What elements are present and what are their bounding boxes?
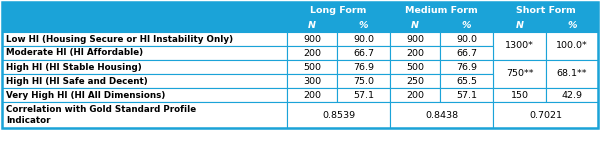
Bar <box>337 74 390 88</box>
Text: Correlation with Gold Standard Profile: Correlation with Gold Standard Profile <box>6 105 196 114</box>
Bar <box>493 60 546 88</box>
Text: 0.8438: 0.8438 <box>425 110 458 120</box>
Bar <box>287 102 390 128</box>
Bar <box>287 32 337 46</box>
Bar <box>2 2 598 128</box>
Text: 57.1: 57.1 <box>456 90 477 100</box>
Bar <box>440 19 493 32</box>
Bar <box>2 102 287 128</box>
Bar <box>337 32 390 46</box>
Text: 900: 900 <box>303 35 321 43</box>
Text: Low HI (Housing Secure or HI Instability Only): Low HI (Housing Secure or HI Instability… <box>6 35 233 43</box>
Bar <box>287 74 337 88</box>
Bar <box>2 60 287 74</box>
Bar <box>287 88 337 102</box>
Bar <box>2 46 287 60</box>
Text: 250: 250 <box>406 76 424 86</box>
Text: 65.5: 65.5 <box>456 76 477 86</box>
Bar <box>546 88 598 102</box>
Bar <box>337 46 390 60</box>
Text: 76.9: 76.9 <box>353 62 374 72</box>
Text: 0.7021: 0.7021 <box>529 110 562 120</box>
Text: 200: 200 <box>303 90 321 100</box>
Bar <box>337 88 390 102</box>
Bar <box>493 2 598 19</box>
Bar <box>287 46 337 60</box>
Text: %: % <box>567 21 577 30</box>
Bar <box>2 88 287 102</box>
Text: 200: 200 <box>406 90 424 100</box>
Bar <box>493 102 598 128</box>
Bar <box>440 32 493 46</box>
Text: 300: 300 <box>303 76 321 86</box>
Bar <box>2 2 287 32</box>
Text: 1300*: 1300* <box>505 41 534 51</box>
Text: 750**: 750** <box>506 70 533 78</box>
Text: 500: 500 <box>406 62 424 72</box>
Text: 76.9: 76.9 <box>456 62 477 72</box>
Text: Very High HI (HI All Dimensions): Very High HI (HI All Dimensions) <box>6 90 166 100</box>
Text: 100.0*: 100.0* <box>556 41 588 51</box>
Bar <box>440 74 493 88</box>
Bar <box>493 19 546 32</box>
Bar <box>390 46 440 60</box>
Text: 90.0: 90.0 <box>456 35 477 43</box>
Text: %: % <box>462 21 471 30</box>
Text: Indicator: Indicator <box>6 116 50 125</box>
Text: N: N <box>308 21 316 30</box>
Text: %: % <box>359 21 368 30</box>
Bar <box>390 60 440 74</box>
Bar <box>2 74 287 88</box>
Bar <box>440 46 493 60</box>
Bar <box>546 19 598 32</box>
Text: 500: 500 <box>303 62 321 72</box>
Text: 75.0: 75.0 <box>353 76 374 86</box>
Text: 66.7: 66.7 <box>353 49 374 57</box>
Text: N: N <box>411 21 419 30</box>
Bar <box>493 88 546 102</box>
Text: High HI (HI Safe and Decent): High HI (HI Safe and Decent) <box>6 76 148 86</box>
Bar <box>390 19 440 32</box>
Text: Medium Form: Medium Form <box>405 6 478 15</box>
Text: 900: 900 <box>406 35 424 43</box>
Bar <box>390 2 493 19</box>
Text: High HI (HI Stable Housing): High HI (HI Stable Housing) <box>6 62 142 72</box>
Bar <box>546 32 598 60</box>
Bar <box>440 60 493 74</box>
Bar <box>2 32 287 46</box>
Text: 200: 200 <box>406 49 424 57</box>
Text: 200: 200 <box>303 49 321 57</box>
Bar <box>287 19 337 32</box>
Text: 42.9: 42.9 <box>562 90 583 100</box>
Bar <box>287 60 337 74</box>
Text: 90.0: 90.0 <box>353 35 374 43</box>
Text: 66.7: 66.7 <box>456 49 477 57</box>
Bar <box>493 32 546 60</box>
Text: N: N <box>515 21 523 30</box>
Bar <box>337 60 390 74</box>
Bar <box>440 88 493 102</box>
Text: 68.1**: 68.1** <box>557 70 587 78</box>
Bar <box>337 19 390 32</box>
Text: Moderate HI (HI Affordable): Moderate HI (HI Affordable) <box>6 49 143 57</box>
Bar <box>390 74 440 88</box>
Text: Short Form: Short Form <box>515 6 575 15</box>
Text: 57.1: 57.1 <box>353 90 374 100</box>
Bar <box>390 32 440 46</box>
Text: 150: 150 <box>511 90 529 100</box>
Bar <box>287 2 390 19</box>
Text: Long Form: Long Form <box>310 6 367 15</box>
Bar <box>546 60 598 88</box>
Bar <box>390 88 440 102</box>
Text: 0.8539: 0.8539 <box>322 110 355 120</box>
Bar <box>390 102 493 128</box>
